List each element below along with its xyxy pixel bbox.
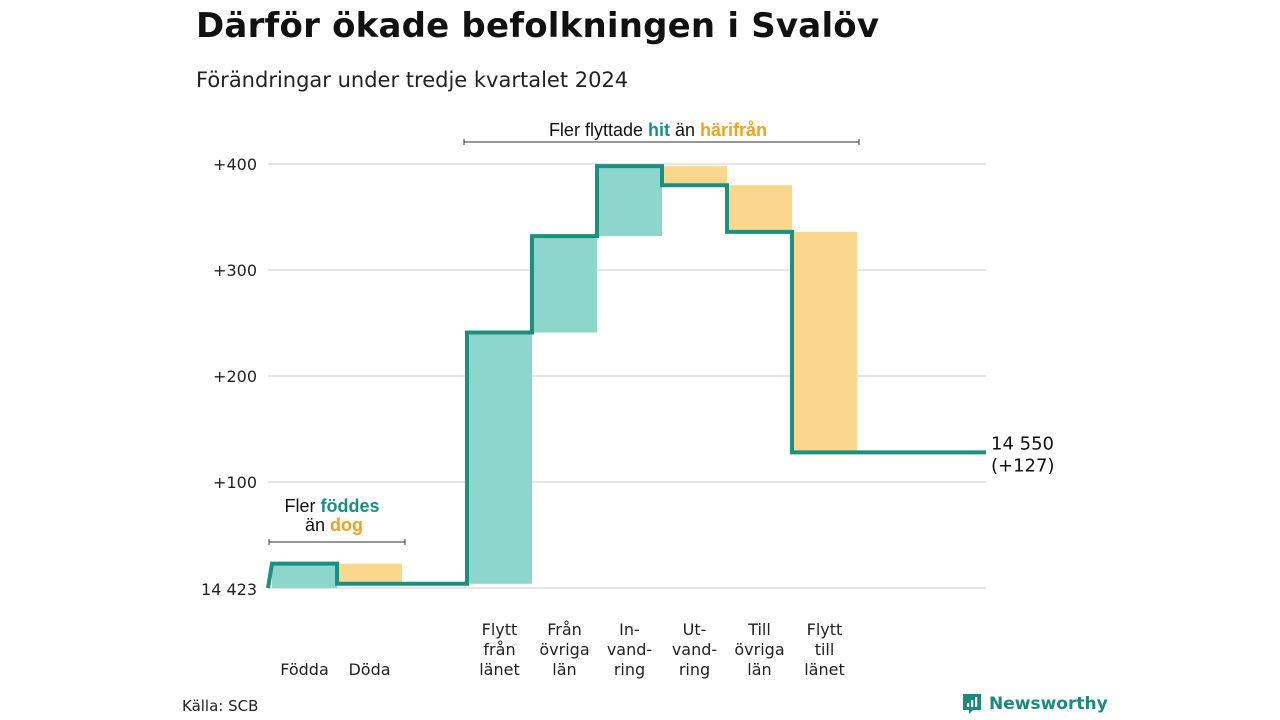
annotation-bracket [463, 139, 860, 145]
grid-lines [268, 163, 986, 589]
annotation-part: hit [648, 120, 670, 140]
chart-subtitle: Förändringar under tredje kvartalet 2024 [196, 68, 629, 92]
category-label: Födda [280, 660, 329, 679]
annotation-migration: Fler flyttade hit än härifrån [549, 120, 767, 140]
category-label: länet [479, 660, 520, 679]
annotation-bracket [268, 539, 406, 545]
y-tick-label: +100 [213, 473, 257, 492]
category-label: länet [804, 660, 845, 679]
category-label: Ut- [683, 620, 707, 639]
category-label: ring [614, 660, 645, 679]
annotation-part: härifrån [700, 120, 767, 140]
annotation-part: Fler [284, 496, 320, 516]
chart-title: Därför ökade befolkningen i Svalöv [196, 6, 880, 46]
annotation-births-deaths: Fler föddes [284, 496, 379, 516]
annotation-part: Fler flyttade [549, 120, 648, 140]
category-label: vand- [672, 640, 717, 659]
category-label: Flytt [482, 620, 518, 639]
category-label: Döda [348, 660, 390, 679]
category-label: län [747, 660, 771, 679]
annotation-part: s [369, 496, 379, 516]
logo-text: Newsworthy [989, 694, 1108, 714]
newsworthy-logo[interactable]: Newsworthy [961, 692, 1108, 716]
y-tick-label: +200 [213, 367, 257, 386]
bar [337, 563, 402, 584]
bar [662, 166, 727, 186]
category-label: Till [747, 620, 771, 639]
annotation-part: än [670, 120, 700, 140]
bar [597, 166, 662, 237]
category-label: övriga [734, 640, 784, 659]
category-label: från [483, 640, 515, 659]
category-label: Från [547, 620, 582, 639]
end-change-label: (+127) [991, 455, 1054, 476]
bar [792, 231, 857, 453]
step-line [266, 164, 986, 589]
bar [532, 236, 597, 333]
category-label: vand- [607, 640, 652, 659]
base-label: 14 423 [201, 580, 257, 599]
annotation-part: födde [320, 496, 369, 516]
bar [467, 332, 532, 584]
category-label: övriga [539, 640, 589, 659]
annotation-births-deaths-line2: än dog [305, 515, 363, 535]
category-labels: Födda DödaFlyttfrånlänetFrånövrigalänIn-v… [280, 620, 845, 679]
end-label: 14 550(+127) [991, 433, 1054, 476]
bars [272, 166, 857, 588]
newsworthy-logo-icon [963, 694, 981, 714]
bar [727, 185, 792, 232]
category-label: ring [679, 660, 710, 679]
annotation-part: än [305, 515, 330, 535]
category-label: Flytt [807, 620, 843, 639]
end-value-label: 14 550 [991, 433, 1054, 454]
cumulative-line [266, 164, 986, 589]
source-note: Källa: SCB [182, 697, 259, 715]
category-label: till [815, 640, 835, 659]
category-label: In- [619, 620, 640, 639]
category-label: län [552, 660, 576, 679]
bar [272, 563, 337, 588]
annotation-part: dog [330, 515, 363, 535]
y-tick-label: +300 [213, 261, 257, 280]
y-tick-labels: +100 +200 +300 +400 14 423 [201, 155, 257, 599]
y-tick-label: +400 [213, 155, 257, 174]
